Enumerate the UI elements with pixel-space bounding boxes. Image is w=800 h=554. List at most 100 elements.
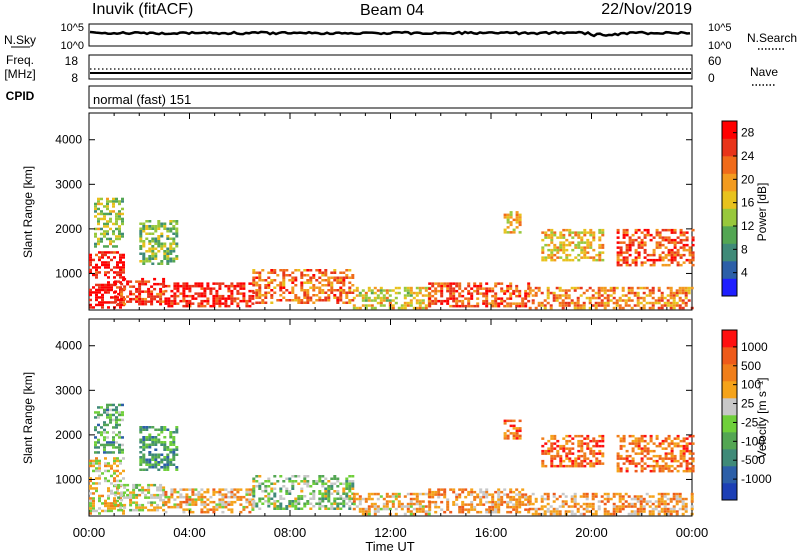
- velocity-colorbar-label: Velocity [m s⁻¹]: [755, 377, 769, 458]
- power-echo-cell: [648, 301, 652, 305]
- vel-echo-cell: [553, 447, 557, 450]
- power-echo-cell: [95, 283, 98, 287]
- vel-echo-cell: [121, 451, 124, 454]
- power-echo-cell: [321, 274, 325, 277]
- vel-echo-cell: [515, 427, 519, 430]
- vel-echo-cell: [619, 444, 623, 448]
- vel-echo-cell: [509, 500, 513, 504]
- vel-echo-cell: [690, 505, 694, 508]
- vel-echo-cell: [637, 447, 641, 450]
- vel-echo-cell: [556, 454, 560, 458]
- vel-echo-cell: [621, 502, 625, 506]
- vel-echo-cell: [321, 500, 325, 503]
- power-echo-cell: [197, 304, 201, 308]
- vel-echo-cell: [394, 497, 398, 501]
- vel-echo-cell: [336, 485, 340, 488]
- power-echo-cell: [126, 300, 130, 303]
- vel-echo-cell: [339, 482, 343, 485]
- vel-echo-cell: [104, 462, 107, 465]
- power-echo-cell: [603, 306, 607, 310]
- power-echo-cell: [113, 276, 116, 279]
- power-echo-cell: [636, 286, 640, 290]
- vel-echo-cell: [639, 505, 643, 508]
- vel-echo-cell: [236, 488, 240, 491]
- vel-echo-cell: [169, 451, 173, 454]
- vel-echo-cell: [95, 509, 98, 513]
- power-echo-cell: [534, 294, 538, 297]
- power-echo-cell: [669, 296, 673, 300]
- power-echo-cell: [527, 294, 531, 298]
- vel-echo-cell: [114, 493, 118, 497]
- vel-echo-cell: [676, 464, 680, 468]
- power-echo-cell: [166, 227, 170, 230]
- power-echo-cell: [640, 231, 644, 234]
- vel-echo-cell: [121, 413, 124, 417]
- vel-echo-cell: [512, 503, 516, 506]
- power-echo-cell: [382, 304, 386, 307]
- power-y-axis-label: Slant Range [km]: [21, 166, 35, 258]
- power-echo-cell: [406, 289, 410, 292]
- power-echo-cell: [494, 297, 498, 300]
- vel-echo-cell: [94, 451, 97, 454]
- vel-echo-cell: [252, 502, 256, 505]
- vel-echo-cell: [595, 442, 599, 445]
- power-echo-cell: [164, 289, 168, 293]
- power-echo-cell: [564, 294, 568, 297]
- power-echo-cell: [574, 243, 578, 247]
- power-echo-cell: [224, 297, 228, 300]
- vel-echo-cell: [242, 505, 246, 509]
- power-echo-cell: [658, 233, 662, 237]
- vel-echo-cell: [321, 495, 325, 498]
- power-echo-cell: [227, 304, 231, 308]
- power-echo-cell: [524, 292, 528, 295]
- power-echo-cell: [282, 291, 286, 294]
- vel-echo-cell: [415, 502, 419, 506]
- vel-echo-cell: [252, 495, 256, 498]
- power-echo-cell: [112, 230, 115, 233]
- vel-echo-cell: [663, 495, 667, 498]
- vel-echo-cell: [104, 479, 107, 483]
- vel-echo-cell: [255, 502, 259, 505]
- power-echo-cell: [421, 294, 425, 297]
- power-echo-cell: [212, 304, 216, 308]
- power-echo-cell: [255, 284, 259, 287]
- vel-echo-cell: [670, 452, 674, 455]
- power-echo-cell: [597, 286, 601, 290]
- vel-echo-cell: [672, 492, 676, 496]
- power-echo-cell: [616, 263, 620, 267]
- vel-echo-cell: [573, 500, 577, 503]
- power-echo-cell: [255, 289, 259, 292]
- vel-echo-cell: [485, 510, 489, 514]
- vel-echo-cell: [654, 507, 658, 511]
- power-echo-cell: [570, 286, 574, 290]
- vel-echo-cell: [321, 497, 325, 500]
- power-echo-cell: [506, 213, 510, 217]
- power-echo-cell: [107, 271, 110, 274]
- vel-echo-cell: [412, 512, 416, 516]
- vel-echo-cell: [669, 512, 673, 516]
- power-echo-cell: [612, 291, 616, 295]
- power-echo-cell: [562, 228, 566, 232]
- power-echo-cell: [142, 227, 146, 230]
- vel-echo-cell: [598, 459, 602, 463]
- power-echo-cell: [606, 289, 610, 292]
- power-echo-cell: [467, 284, 471, 288]
- vel-echo-cell: [104, 502, 107, 505]
- power-echo-cell: [121, 200, 124, 203]
- power-echo-cell: [142, 260, 146, 263]
- power-echo-cell: [212, 294, 216, 298]
- vel-echo-cell: [156, 486, 160, 489]
- power-echo-cell: [479, 282, 483, 285]
- vel-echo-cell: [642, 500, 646, 503]
- vel-echo-cell: [663, 512, 667, 516]
- vel-echo-cell: [148, 451, 152, 454]
- vel-echo-cell: [206, 490, 210, 494]
- vel-echo-cell: [531, 512, 535, 516]
- vel-echo-cell: [345, 480, 349, 483]
- power-echo-cell: [345, 276, 349, 279]
- vel-echo-cell: [588, 510, 592, 513]
- power-echo-cell: [684, 286, 688, 290]
- vel-echo-cell: [592, 437, 596, 440]
- power-echo-cell: [312, 289, 316, 292]
- power-echo-cell: [646, 228, 650, 232]
